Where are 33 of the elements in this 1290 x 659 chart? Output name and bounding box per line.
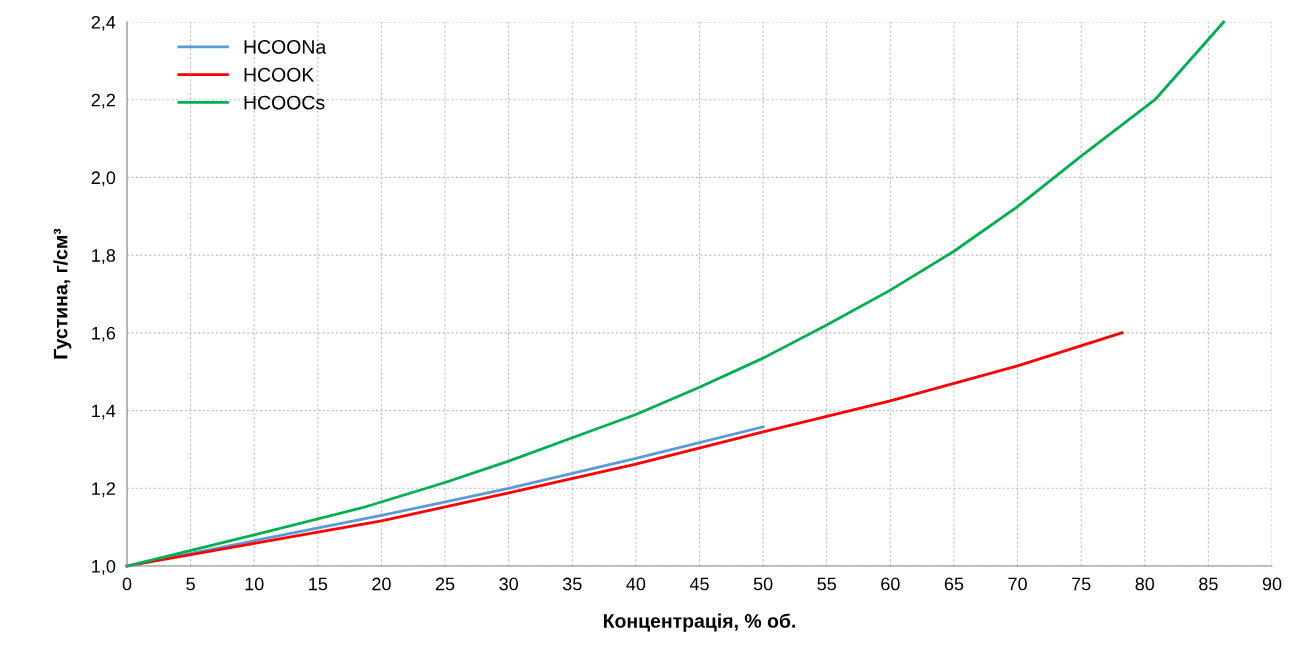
- x-tick-label: 35: [562, 577, 582, 591]
- y-tick-label: 1,2: [92, 482, 115, 498]
- legend-label: HCOOCs: [244, 95, 325, 110]
- x-tick-label: 70: [1008, 577, 1027, 591]
- x-tick-label: 65: [944, 577, 964, 591]
- y-tick-label: 1,0: [92, 559, 116, 575]
- x-tick-label: 55: [817, 577, 837, 591]
- legend-label: HCOONa: [244, 40, 327, 54]
- legend-label: HCOOK: [244, 67, 315, 82]
- line-series: [125, 20, 1226, 568]
- x-tick-label: 60: [881, 577, 900, 591]
- x-tick-label: 90: [1262, 577, 1282, 591]
- x-tick-label: 15: [309, 577, 328, 591]
- y-tick-label: 2,0: [91, 171, 116, 187]
- x-tick-label: 20: [372, 577, 391, 591]
- x-tick-label: 80: [1135, 577, 1155, 591]
- y-tick-label: 1,8: [92, 249, 116, 264]
- y-tick-label: 2,4: [91, 15, 116, 31]
- x-axis-title: Концентрація, % об.: [603, 613, 796, 632]
- x-tick-label: 5: [186, 577, 195, 591]
- y-tick-label: 1,6: [92, 326, 116, 342]
- x-tick-label: 75: [1072, 577, 1091, 591]
- x-tick-label: 85: [1199, 577, 1218, 591]
- x-tick-label: 40: [626, 577, 646, 591]
- x-tick-label: 10: [245, 577, 264, 591]
- x-tick-label: 25: [435, 577, 455, 591]
- x-tick-label: 0: [122, 577, 132, 591]
- x-tick-label: 30: [499, 577, 518, 591]
- x-tick-label: 50: [753, 577, 773, 591]
- y-tick-label: 2,2: [91, 93, 115, 109]
- y-tick-label: 1,4: [92, 404, 116, 420]
- y-axis-title: Густина, г/см³: [53, 228, 72, 359]
- x-tick-label: 45: [689, 577, 709, 591]
